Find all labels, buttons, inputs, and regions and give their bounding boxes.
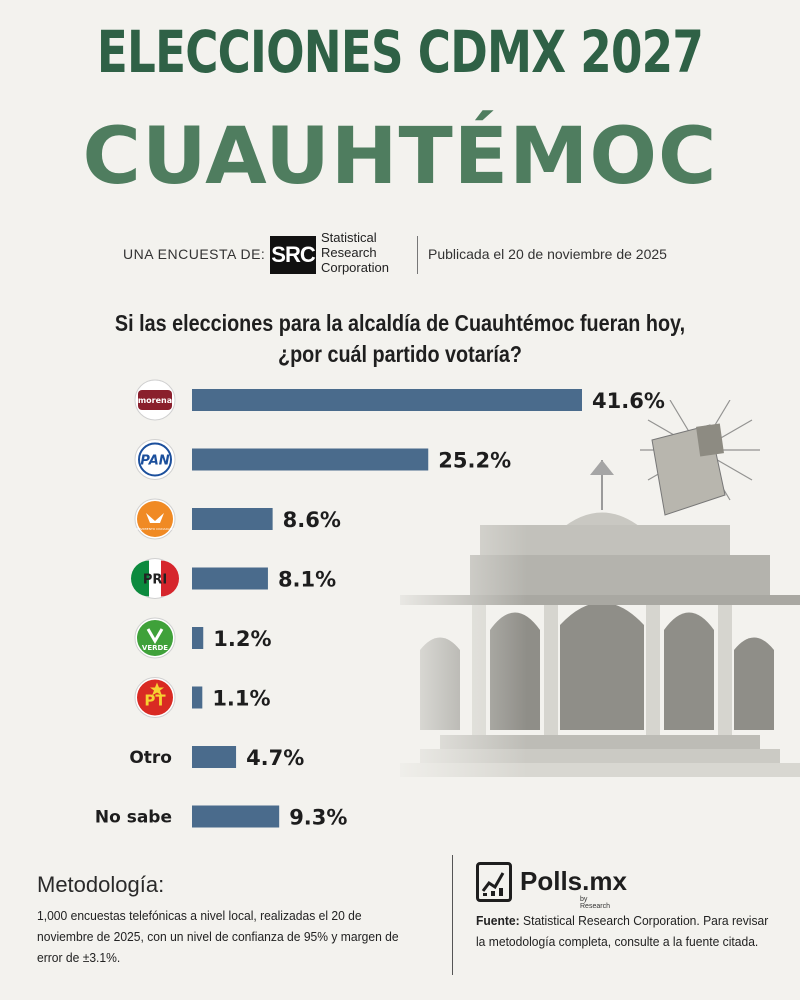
src-logo: SRC bbox=[270, 236, 316, 274]
pollster-name-line2: Research bbox=[321, 245, 377, 260]
credit-label: UNA ENCUESTA DE: bbox=[123, 246, 266, 262]
brand-name: Polls.mx bbox=[520, 866, 627, 896]
value-label-1: 25.2% bbox=[438, 449, 511, 473]
pri-logo-icon: PRI bbox=[131, 558, 179, 599]
mc-logo-icon: MOVIMIENTO CIUDADANO bbox=[134, 498, 176, 540]
bar-1 bbox=[192, 448, 429, 471]
kiosk-illustration bbox=[380, 400, 800, 790]
pollster-name-line3: Corporation bbox=[321, 260, 389, 275]
bar-5 bbox=[192, 686, 203, 709]
bars-layer: 41.6% morena 25.2% PAN 8.6% MOVIMIENTO CIUDAD… bbox=[95, 379, 665, 830]
value-label-2: 8.6% bbox=[283, 508, 341, 532]
value-label-0: 41.6% bbox=[592, 389, 665, 413]
svg-text:PRI: PRI bbox=[143, 573, 167, 588]
chart-icon bbox=[476, 862, 512, 902]
published-date: Publicada el 20 de noviembre de 2025 bbox=[428, 246, 667, 262]
source-label: Fuente: bbox=[476, 913, 520, 928]
category-label-6: Otro bbox=[129, 748, 172, 768]
methodology-text: 1,000 encuestas telefónicas a nivel loca… bbox=[37, 908, 399, 965]
pollster-name: Statistical Research Corporation bbox=[321, 230, 389, 275]
footer-divider bbox=[452, 855, 453, 975]
value-label-5: 1.1% bbox=[212, 687, 270, 711]
page-subtitle: CUAUHTÉMOC bbox=[82, 112, 718, 202]
verde-logo-icon: VERDE bbox=[134, 617, 176, 659]
pt-logo-icon: PT bbox=[134, 677, 176, 718]
svg-text:PT: PT bbox=[144, 692, 166, 710]
value-label-7: 9.3% bbox=[289, 806, 347, 830]
polls-mx-logo: Polls.mx by Research bbox=[476, 862, 627, 910]
survey-question: Si las elecciones para la alcaldía de Cu… bbox=[56, 308, 744, 370]
bar-0 bbox=[192, 389, 582, 411]
credit-divider bbox=[417, 236, 418, 274]
svg-text:PAN: PAN bbox=[140, 454, 169, 469]
bar-3 bbox=[192, 567, 268, 590]
bar-7 bbox=[192, 805, 280, 828]
question-line1: Si las elecciones para la alcaldía de Cu… bbox=[114, 310, 686, 336]
brand-sub: by Research bbox=[580, 896, 610, 910]
value-label-3: 8.1% bbox=[278, 568, 336, 592]
svg-text:morena: morena bbox=[138, 396, 172, 405]
source-body: Statistical Research Corporation. Para r… bbox=[476, 913, 769, 949]
svg-text:VERDE: VERDE bbox=[142, 644, 168, 652]
methodology-title: Metodología: bbox=[37, 872, 165, 897]
bar-4 bbox=[192, 627, 204, 649]
morena-logo-icon: morena bbox=[134, 379, 176, 421]
credit-row: UNA ENCUESTA DE: SRC Statistical Researc… bbox=[0, 226, 800, 276]
category-label-7: No sabe bbox=[95, 808, 172, 828]
bar-chart: 41.6% morena 25.2% PAN 8.6% MOVIMIENTO CIUDAD… bbox=[95, 379, 665, 830]
value-label-6: 4.7% bbox=[246, 746, 304, 770]
source-text: Fuente: Statistical Research Corporation… bbox=[476, 910, 774, 952]
pan-logo-icon: PAN bbox=[134, 439, 176, 480]
bar-2 bbox=[192, 508, 273, 530]
page-title: ELECCIONES CDMX 2027 bbox=[96, 18, 704, 86]
bar-6 bbox=[192, 746, 237, 768]
svg-text:MOVIMIENTO CIUDADANO: MOVIMIENTO CIUDADANO bbox=[136, 527, 176, 531]
value-label-4: 1.2% bbox=[213, 627, 271, 651]
question-line2: ¿por cuál partido votaría? bbox=[278, 341, 522, 367]
pollster-name-line1: Statistical bbox=[321, 230, 377, 245]
